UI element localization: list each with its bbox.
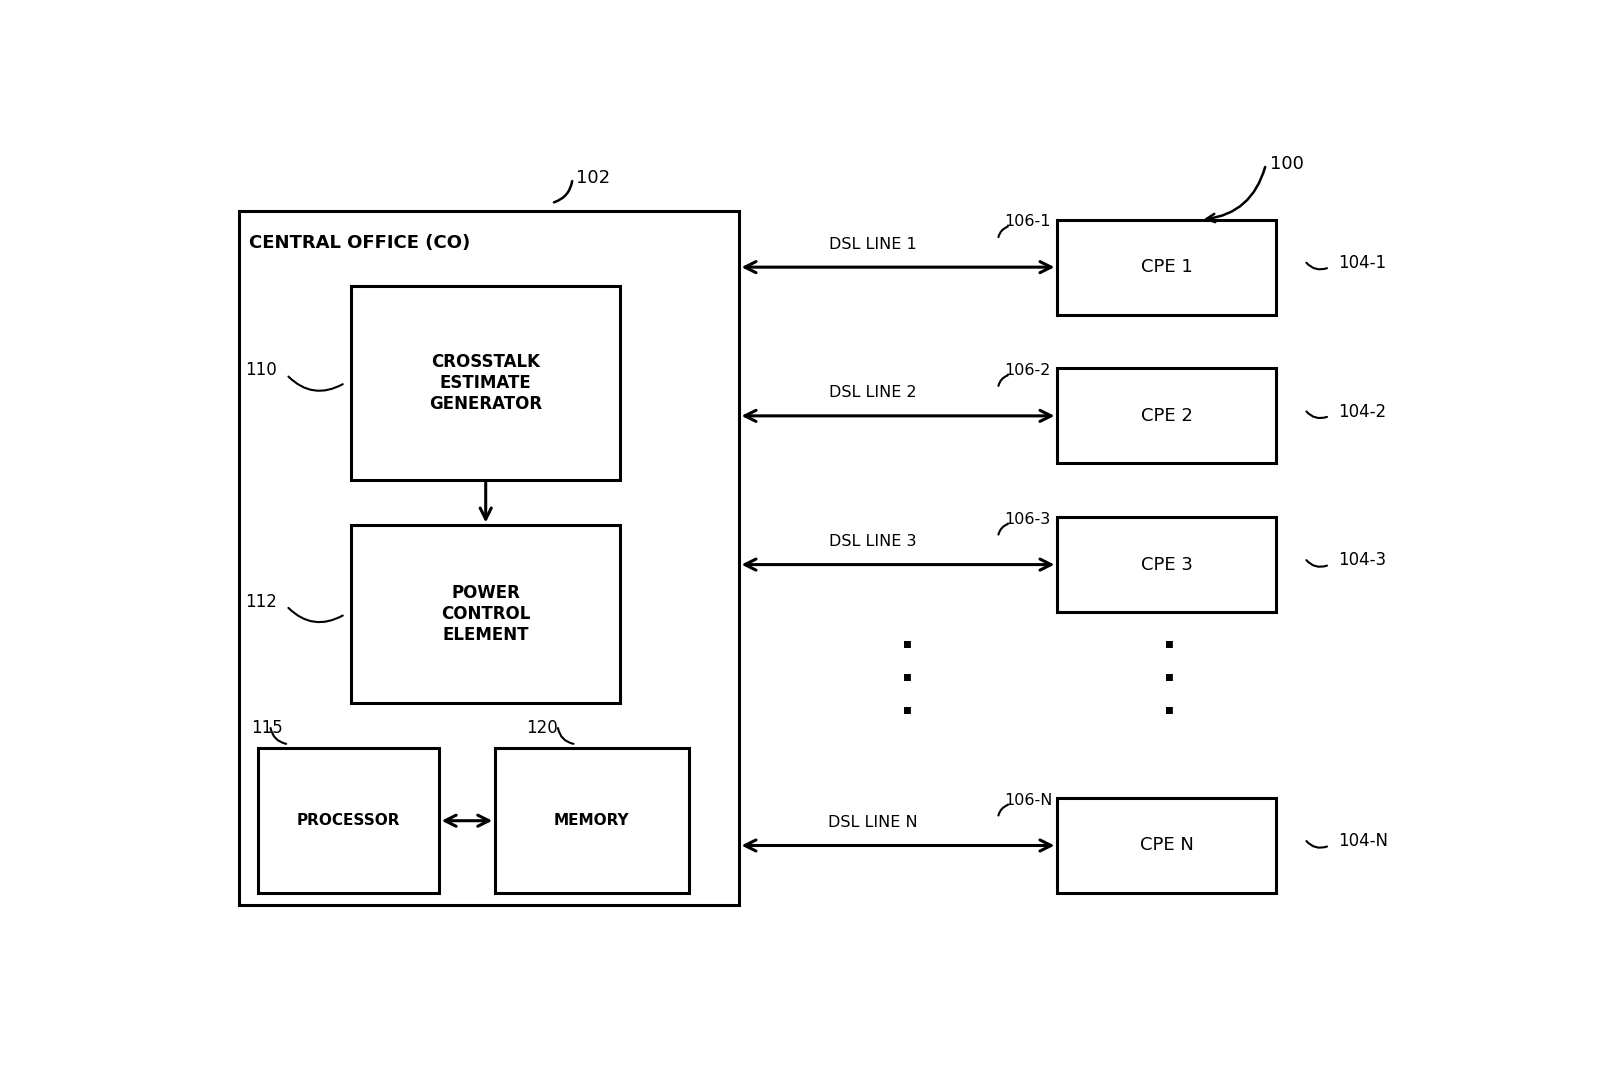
Text: PROCESSOR: PROCESSOR (297, 813, 400, 828)
Text: DSL LINE N: DSL LINE N (829, 814, 917, 829)
Text: 106-3: 106-3 (1004, 512, 1051, 527)
Text: CROSSTALK
ESTIMATE
GENERATOR: CROSSTALK ESTIMATE GENERATOR (429, 353, 542, 413)
Text: DSL LINE 2: DSL LINE 2 (829, 385, 917, 400)
Text: CPE 2: CPE 2 (1141, 407, 1193, 425)
Text: .: . (899, 618, 914, 656)
Text: 106-2: 106-2 (1004, 363, 1051, 378)
Text: 110: 110 (245, 362, 277, 380)
FancyBboxPatch shape (1057, 220, 1277, 314)
Text: 104-3: 104-3 (1338, 552, 1386, 570)
Text: 104-2: 104-2 (1338, 402, 1386, 421)
FancyBboxPatch shape (1057, 798, 1277, 893)
Text: .: . (899, 651, 914, 689)
Text: POWER
CONTROL
ELEMENT: POWER CONTROL ELEMENT (442, 585, 530, 644)
FancyBboxPatch shape (239, 211, 738, 906)
Text: 106-1: 106-1 (1004, 215, 1051, 230)
FancyBboxPatch shape (258, 749, 438, 893)
FancyBboxPatch shape (351, 285, 621, 480)
FancyBboxPatch shape (495, 749, 688, 893)
Text: .: . (1162, 684, 1177, 722)
Text: 115: 115 (251, 719, 284, 737)
Text: 120: 120 (526, 719, 558, 737)
Text: 104-N: 104-N (1338, 833, 1388, 851)
FancyBboxPatch shape (1057, 368, 1277, 464)
Text: MEMORY: MEMORY (555, 813, 630, 828)
Text: DSL LINE 1: DSL LINE 1 (829, 236, 917, 251)
Text: CPE N: CPE N (1140, 837, 1193, 854)
Text: CENTRAL OFFICE (CO): CENTRAL OFFICE (CO) (248, 234, 471, 252)
Text: 102: 102 (577, 170, 611, 188)
Text: DSL LINE 3: DSL LINE 3 (829, 534, 917, 549)
FancyBboxPatch shape (351, 526, 621, 703)
Text: CPE 3: CPE 3 (1141, 556, 1193, 574)
Text: 112: 112 (245, 592, 277, 611)
Text: 104-1: 104-1 (1338, 254, 1386, 273)
Text: CPE 1: CPE 1 (1141, 259, 1193, 276)
FancyBboxPatch shape (1057, 517, 1277, 612)
Text: 106-N: 106-N (1004, 793, 1053, 808)
Text: 100: 100 (1270, 156, 1304, 173)
Text: .: . (1162, 651, 1177, 689)
Text: .: . (1162, 618, 1177, 656)
Text: .: . (899, 684, 914, 722)
